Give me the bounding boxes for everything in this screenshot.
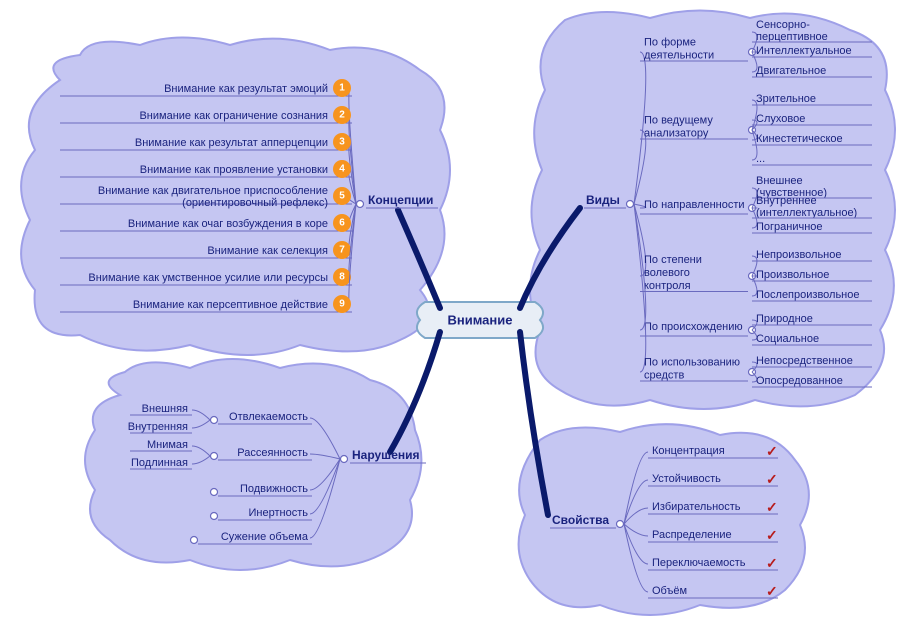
svg-text:4: 4 <box>339 164 345 175</box>
svg-text:3: 3 <box>339 137 345 148</box>
svg-text:По степени: По степени <box>644 254 702 266</box>
center-node: Внимание <box>417 302 543 338</box>
svg-text:Послепроизвольное: Послепроизвольное <box>756 289 860 301</box>
svg-text:Отвлекаемость: Отвлекаемость <box>229 411 308 423</box>
svg-text:...: ... <box>756 153 765 165</box>
svg-text:✓: ✓ <box>766 527 778 543</box>
svg-text:Зрительное: Зрительное <box>756 93 816 105</box>
svg-text:Подвижность: Подвижность <box>240 483 308 495</box>
svg-text:Внимание как умственное усилие: Внимание как умственное усилие или ресур… <box>88 272 328 284</box>
svg-text:Двигательное: Двигательное <box>756 65 826 77</box>
svg-text:7: 7 <box>339 245 345 256</box>
svg-text:Внешнее: Внешнее <box>756 175 803 187</box>
svg-text:✓: ✓ <box>766 471 778 487</box>
svg-text:(интеллектуальное): (интеллектуальное) <box>756 207 857 219</box>
svg-text:2: 2 <box>339 110 345 121</box>
svg-text:По ведущему: По ведущему <box>644 115 713 127</box>
svg-text:анализатору: анализатору <box>644 128 709 140</box>
svg-text:контроля: контроля <box>644 280 691 292</box>
svg-text:Концентрация: Концентрация <box>652 445 725 457</box>
svg-text:Сенсорно-: Сенсорно- <box>756 19 810 31</box>
svg-text:Переключаемость: Переключаемость <box>652 557 746 569</box>
svg-text:Сужение объема: Сужение объема <box>221 531 309 543</box>
svg-text:Слуховое: Слуховое <box>756 113 805 125</box>
svg-text:Концепции: Концепции <box>368 193 433 207</box>
svg-text:Нарушения: Нарушения <box>352 448 420 462</box>
mindmap-canvas: Внимание Концепции Внимание как результат … <box>0 0 904 636</box>
svg-text:Внимание как ограничение созна: Внимание как ограничение сознания <box>139 110 328 122</box>
svg-text:Мнимая: Мнимая <box>147 439 188 451</box>
svg-text:Внешняя: Внешняя <box>142 403 188 415</box>
svg-text:Инертность: Инертность <box>249 507 309 519</box>
svg-text:Произвольное: Произвольное <box>756 269 829 281</box>
svg-text:Виды: Виды <box>586 193 620 207</box>
svg-text:перцептивное: перцептивное <box>756 31 828 43</box>
svg-text:Кинестетическое: Кинестетическое <box>756 133 843 145</box>
svg-text:Свойства: Свойства <box>552 513 609 527</box>
svg-text:✓: ✓ <box>766 583 778 599</box>
svg-text:(ориентировочный рефлекс): (ориентировочный рефлекс) <box>182 197 328 209</box>
svg-text:Внимание как очаг возбуждения: Внимание как очаг возбуждения в коре <box>128 218 328 230</box>
svg-text:6: 6 <box>339 218 345 229</box>
svg-text:Непосредственное: Непосредственное <box>756 355 853 367</box>
svg-text:Опосредованное: Опосредованное <box>756 375 843 387</box>
svg-text:8: 8 <box>339 272 345 283</box>
svg-text:Внимание как результат эмоций: Внимание как результат эмоций <box>164 83 328 95</box>
svg-text:Внутреннее: Внутреннее <box>756 195 817 207</box>
svg-text:Внимание как результат апперце: Внимание как результат апперцепции <box>135 137 328 149</box>
svg-text:Объём: Объём <box>652 585 687 597</box>
svg-text:Распределение: Распределение <box>652 529 732 541</box>
svg-text:Пограничное: Пограничное <box>756 221 823 233</box>
svg-text:Рассеянность: Рассеянность <box>237 447 308 459</box>
svg-text:Избирательность: Избирательность <box>652 501 741 513</box>
svg-text:Социальное: Социальное <box>756 333 819 345</box>
svg-text:Интеллектуальное: Интеллектуальное <box>756 45 852 57</box>
svg-text:Непроизвольное: Непроизвольное <box>756 249 842 261</box>
svg-text:9: 9 <box>339 299 345 310</box>
svg-text:Внутренняя: Внутренняя <box>128 421 188 433</box>
svg-text:Внимание как двигательное прис: Внимание как двигательное приспособление <box>98 185 328 197</box>
svg-text:средств: средств <box>644 370 684 382</box>
svg-text:Внимание: Внимание <box>448 313 513 328</box>
svg-text:деятельности: деятельности <box>644 50 714 62</box>
svg-text:1: 1 <box>339 83 345 94</box>
svg-text:По использованию: По использованию <box>644 357 740 369</box>
svg-text:Устойчивость: Устойчивость <box>652 473 721 485</box>
svg-text:5: 5 <box>339 191 345 202</box>
svg-text:Природное: Природное <box>756 313 813 325</box>
svg-text:По направленности: По направленности <box>644 199 745 211</box>
svg-text:волевого: волевого <box>644 267 690 279</box>
svg-text:Внимание как селекция: Внимание как селекция <box>207 245 328 257</box>
svg-text:Внимание как персептивное дейс: Внимание как персептивное действие <box>133 299 328 311</box>
svg-text:Подлинная: Подлинная <box>131 457 188 469</box>
svg-text:Внимание как проявление устано: Внимание как проявление установки <box>140 164 328 176</box>
svg-text:По форме: По форме <box>644 37 696 49</box>
svg-text:✓: ✓ <box>766 555 778 571</box>
svg-text:✓: ✓ <box>766 499 778 515</box>
svg-text:✓: ✓ <box>766 443 778 459</box>
svg-text:По происхождению: По происхождению <box>644 321 743 333</box>
